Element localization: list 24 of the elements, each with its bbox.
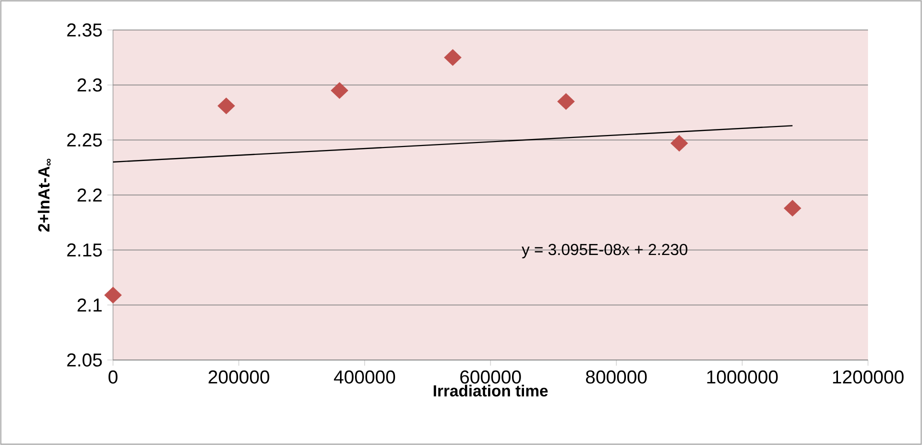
point [784, 200, 802, 216]
point [330, 82, 348, 99]
y-tick-label: 2.15 [67, 243, 102, 257]
x-tick-label: 0 [108, 370, 118, 384]
x-tick-label: 200000 [208, 370, 270, 384]
annotation: y = 3.095E-08x + 2.230 [522, 244, 688, 258]
point [670, 135, 688, 152]
x-tick-label: 1200000 [833, 370, 904, 384]
point [444, 49, 462, 66]
y-tick-label: 2.1 [78, 298, 102, 312]
point [104, 286, 122, 304]
y-tick-label: 2.35 [67, 23, 102, 37]
point [218, 98, 235, 114]
x-tick-label: 400000 [334, 370, 396, 384]
point [557, 93, 575, 110]
x-tick-label: 600000 [460, 370, 521, 384]
y-tick-label: 2.2 [78, 188, 102, 202]
y-axis-title: 2+lnAt-A$_{∞}$ [38, 158, 51, 232]
x-tick-label: 800000 [586, 370, 647, 384]
y-tick-label: 2.3 [78, 78, 102, 92]
y-tick-label: 2.05 [67, 353, 102, 367]
y-tick-label: 2.25 [67, 133, 102, 147]
x-tick-label: 1000000 [707, 370, 778, 384]
x-axis-title: Irradiation time [434, 384, 548, 396]
